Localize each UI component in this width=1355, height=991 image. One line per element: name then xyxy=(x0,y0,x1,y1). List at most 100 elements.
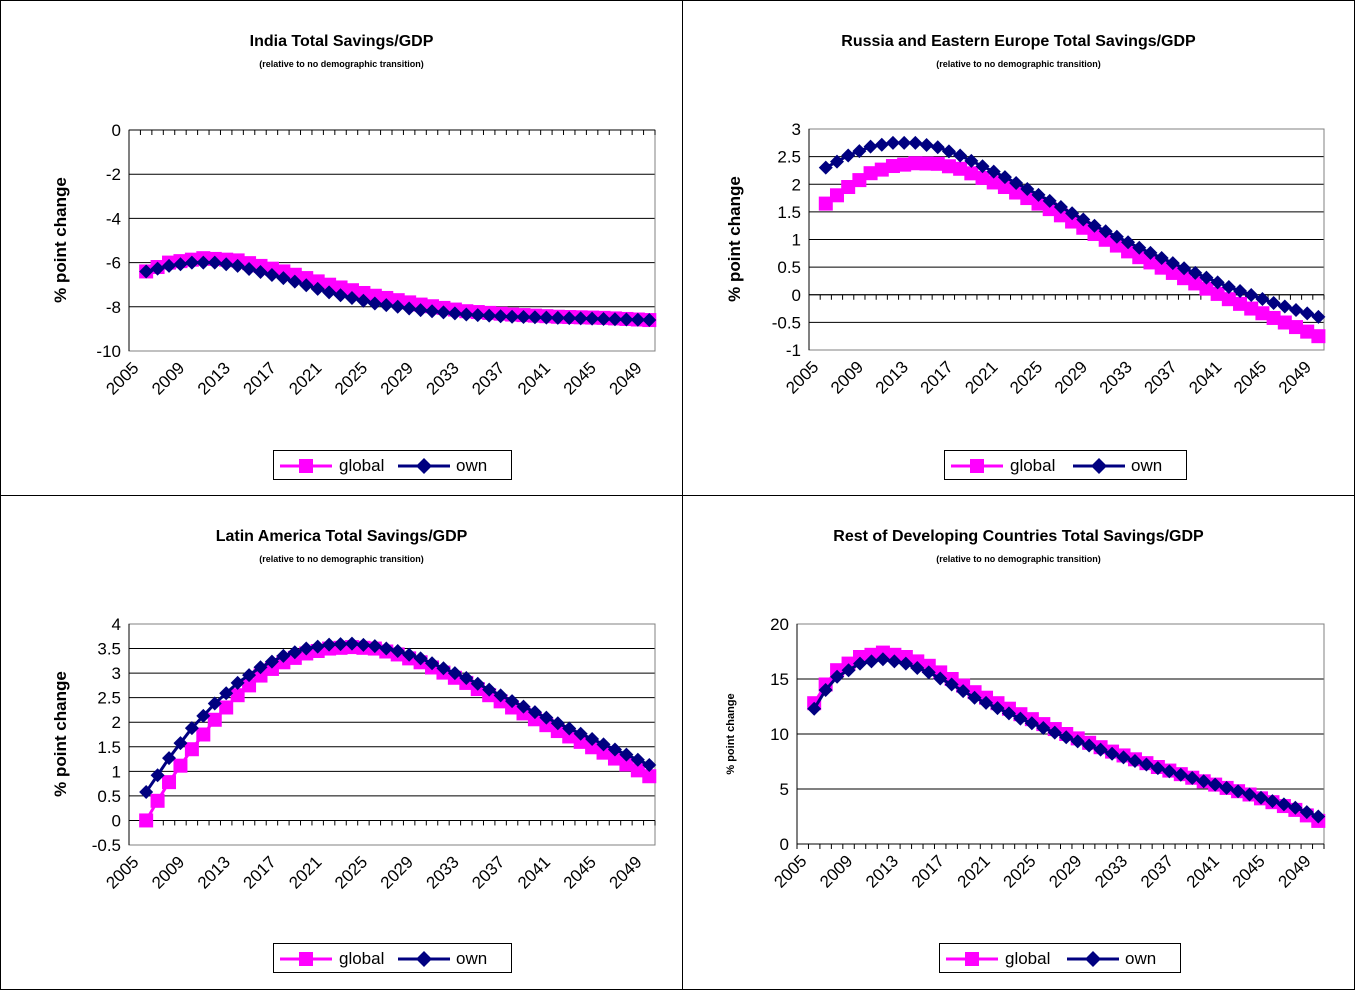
data-point-own xyxy=(1082,738,1097,753)
data-point-own xyxy=(150,261,165,276)
data-point-global xyxy=(874,162,889,177)
data-point-own xyxy=(986,164,1001,179)
y-tick-label: 0 xyxy=(780,835,789,854)
data-point-global xyxy=(953,161,968,176)
data-point-global xyxy=(230,688,245,703)
data-point-global xyxy=(941,159,956,174)
data-point-global xyxy=(1042,202,1057,217)
legend-label-global: global xyxy=(339,949,385,968)
data-point-own xyxy=(1031,187,1046,202)
x-tick-label: 2041 xyxy=(1185,357,1225,397)
data-point-own xyxy=(459,671,474,686)
data-point-own xyxy=(1311,309,1326,324)
legend: global own xyxy=(273,943,512,973)
data-point-own xyxy=(573,726,588,741)
data-point-global xyxy=(986,175,1001,190)
legend-label-global: global xyxy=(1010,456,1056,475)
data-point-own xyxy=(818,160,833,175)
data-point-own xyxy=(1221,280,1236,295)
data-point-own xyxy=(1076,212,1091,227)
data-point-own xyxy=(516,699,531,714)
data-point-own xyxy=(910,661,925,675)
data-point-own xyxy=(596,737,611,752)
legend: global own xyxy=(939,943,1181,973)
data-point-global xyxy=(1121,244,1136,259)
data-point-own xyxy=(1154,251,1169,266)
y-tick-label: 3 xyxy=(792,120,801,139)
data-point-global xyxy=(367,288,382,303)
data-point-own xyxy=(930,140,945,155)
legend-swatches xyxy=(280,458,450,474)
data-point-own xyxy=(425,304,440,319)
data-point-own xyxy=(264,268,279,283)
y-tick-label: 2.5 xyxy=(97,689,121,708)
data-point-own xyxy=(953,148,968,163)
data-point-global xyxy=(919,156,934,171)
data-point-own xyxy=(436,661,451,676)
data-point-global xyxy=(1009,185,1024,200)
x-tick-label: 2017 xyxy=(908,851,948,891)
legend-label-global: global xyxy=(1005,949,1051,968)
data-point-global xyxy=(150,793,165,808)
data-point-global xyxy=(527,712,542,727)
data-point-own xyxy=(253,264,268,279)
data-point-global xyxy=(841,180,856,195)
legend: global own xyxy=(273,450,512,480)
legend-swatches xyxy=(951,458,1125,474)
data-point-own xyxy=(459,307,474,322)
y-tick-label: -0.5 xyxy=(92,836,121,855)
x-tick-label: 2033 xyxy=(423,852,463,892)
data-point-own xyxy=(505,694,520,709)
data-point-global xyxy=(1300,324,1315,339)
y-tick-label: 4 xyxy=(112,615,121,634)
data-point-own xyxy=(253,660,268,675)
data-point-own xyxy=(1162,764,1177,779)
data-point-own xyxy=(344,636,359,651)
data-point-own xyxy=(1098,224,1113,239)
data-point-global xyxy=(630,763,645,778)
data-point-own xyxy=(630,752,645,767)
data-point-own xyxy=(585,311,600,326)
data-point-own xyxy=(550,716,565,731)
data-point-own xyxy=(1087,218,1102,233)
x-tick-label: 2021 xyxy=(961,357,1001,397)
data-point-own xyxy=(402,647,417,662)
data-point-global xyxy=(1277,315,1292,330)
y-tick-label: 2 xyxy=(792,175,801,194)
data-point-global xyxy=(196,727,211,742)
data-point-own xyxy=(1009,176,1024,191)
chart-title: India Total Savings/GDP xyxy=(249,33,434,50)
data-point-own xyxy=(841,148,856,163)
x-tick-label: 2029 xyxy=(1051,357,1091,397)
data-point-own xyxy=(276,648,291,663)
y-tick-label: 3 xyxy=(112,664,121,683)
data-point-global xyxy=(1154,260,1169,275)
x-tick-label: 2049 xyxy=(1274,851,1314,891)
data-point-own xyxy=(829,154,844,169)
x-tick-label: 2029 xyxy=(1045,851,1085,891)
data-point-own xyxy=(1233,284,1248,299)
data-point-own xyxy=(1020,181,1035,196)
data-point-global xyxy=(1031,196,1046,211)
data-point-global xyxy=(1109,238,1124,253)
legend-label-own: own xyxy=(1131,456,1163,475)
y-tick-label: -0.5 xyxy=(772,313,801,332)
data-point-global xyxy=(863,166,878,181)
x-tick-label: 2017 xyxy=(917,357,957,397)
data-point-own xyxy=(539,710,554,725)
y-tick-label: 15 xyxy=(770,670,789,689)
data-point-global xyxy=(619,757,634,772)
data-point-own xyxy=(585,732,600,747)
data-point-own xyxy=(967,690,982,705)
data-point-own xyxy=(413,303,428,318)
x-tick-label: 2049 xyxy=(605,358,645,398)
data-point-global xyxy=(253,668,268,683)
data-point-global xyxy=(1076,220,1091,235)
data-point-own xyxy=(447,306,462,321)
data-point-own xyxy=(1288,800,1303,815)
data-point-own xyxy=(941,144,956,159)
data-point-own xyxy=(1242,787,1257,802)
data-point-own xyxy=(997,170,1012,185)
data-point-own xyxy=(1105,746,1120,761)
data-point-own xyxy=(1132,240,1147,255)
